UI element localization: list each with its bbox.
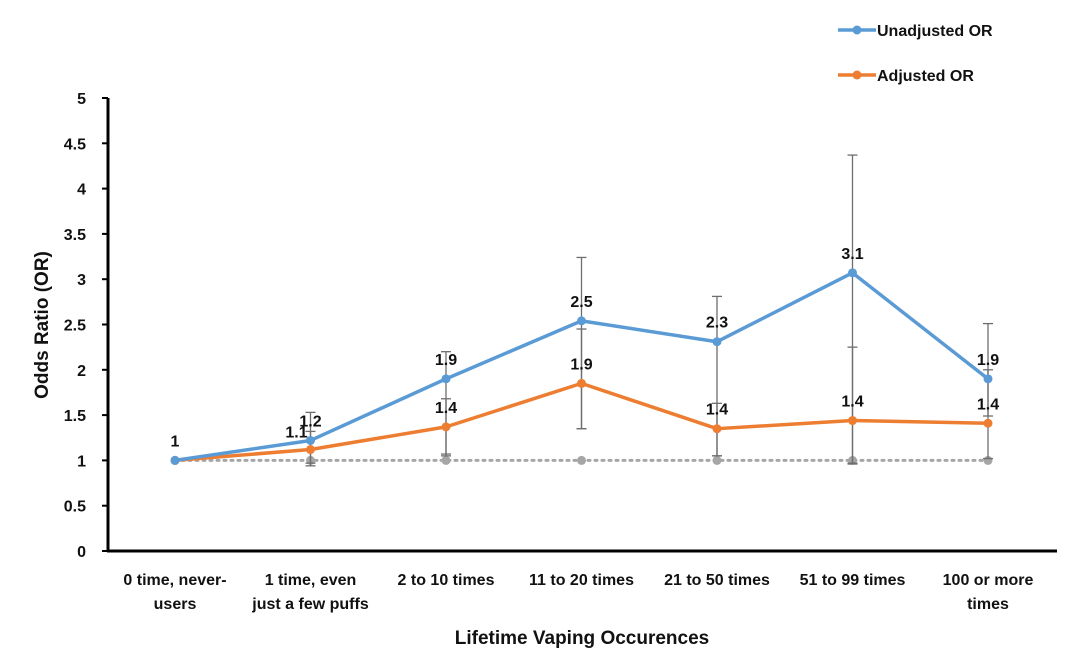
reference-point <box>441 455 451 465</box>
data-point-unadjusted-or <box>848 268 857 278</box>
data-label-adjusted: 1.4 <box>841 394 863 411</box>
legend-label: Adjusted OR <box>877 68 974 85</box>
data-point-unadjusted-or <box>983 374 993 384</box>
x-tick-label: times <box>967 596 1009 613</box>
legend-label: Unadjusted OR <box>877 23 993 40</box>
y-tick-label: 3.5 <box>64 227 86 244</box>
y-tick-label: 2 <box>77 363 86 380</box>
x-tick-label: 21 to 50 times <box>664 572 770 589</box>
data-label-unadjusted: 1.9 <box>977 352 999 369</box>
data-label-adjusted: 1.9 <box>570 356 592 373</box>
data-point-adjusted-or <box>441 422 451 432</box>
y-tick-label: 2.5 <box>64 318 86 335</box>
y-tick-label: 5 <box>77 91 86 108</box>
x-tick-label: users <box>154 596 197 613</box>
data-label-unadjusted: 1.2 <box>299 413 321 430</box>
y-tick-label: 0.5 <box>64 499 86 516</box>
data-label-adjusted: 1.4 <box>435 400 457 417</box>
x-axis-title: Lifetime Vaping Occurences <box>455 628 709 649</box>
y-tick-label: 3 <box>77 272 86 289</box>
series-lines-group <box>170 268 993 465</box>
x-tick-label: 51 to 99 times <box>800 572 906 589</box>
data-point-unadjusted-or <box>577 316 586 326</box>
y-tick-label: 4.5 <box>64 136 86 153</box>
y-tick-label: 1.5 <box>64 408 86 425</box>
data-point-unadjusted-or <box>306 435 315 445</box>
reference-point <box>577 455 586 465</box>
data-label-adjusted: 1.4 <box>706 402 728 419</box>
x-tick-label: 100 or more <box>943 572 1034 589</box>
x-tick-label: 0 time, never- <box>123 572 226 589</box>
y-tick-label: 4 <box>77 182 86 199</box>
axes-group: 0 0.5 1 1.5 2 2.5 3 3.5 4 4.5 5 0 time, never-users… <box>64 91 1057 613</box>
reference-point <box>712 455 722 465</box>
data-point-unadjusted-or <box>170 455 180 465</box>
data-point-unadjusted-or <box>712 337 722 347</box>
data-point-adjusted-or <box>848 416 857 426</box>
data-point-unadjusted-or <box>441 374 451 384</box>
y-tick-label: 1 <box>77 453 86 470</box>
error-bars-group <box>305 154 993 467</box>
data-point-adjusted-or <box>712 424 722 434</box>
data-point-adjusted-or <box>306 445 315 455</box>
data-label-unadjusted: 2.5 <box>570 294 592 311</box>
data-point-adjusted-or <box>983 418 993 428</box>
x-tick-label: 2 to 10 times <box>398 572 495 589</box>
x-tick-label: just a few puffs <box>251 596 369 613</box>
data-label-unadjusted: 1 <box>171 433 180 450</box>
data-labels-group: 1 1.2 1.9 2.5 2.3 3.1 1.9 1.1 1.4 1.9 1.4 1.4 1.4 <box>171 246 1000 451</box>
data-label-adjusted: 1.1 <box>285 425 307 442</box>
data-label-unadjusted: 3.1 <box>841 246 863 263</box>
y-tick-label: 0 <box>77 544 86 561</box>
data-point-adjusted-or <box>577 378 586 388</box>
data-label-unadjusted: 1.9 <box>435 352 457 369</box>
x-tick-label: 1 time, even <box>265 572 357 589</box>
legend-swatch-marker <box>852 70 862 80</box>
legend-swatch-marker <box>852 25 862 35</box>
y-axis-title: Odds Ratio (OR) <box>32 251 53 399</box>
data-label-unadjusted: 2.3 <box>706 315 728 332</box>
legend: Unadjusted OR Adjusted OR <box>838 23 993 85</box>
x-tick-label: 11 to 20 times <box>529 572 634 589</box>
reference-line-group <box>170 455 993 465</box>
data-label-adjusted: 1.4 <box>977 396 999 413</box>
